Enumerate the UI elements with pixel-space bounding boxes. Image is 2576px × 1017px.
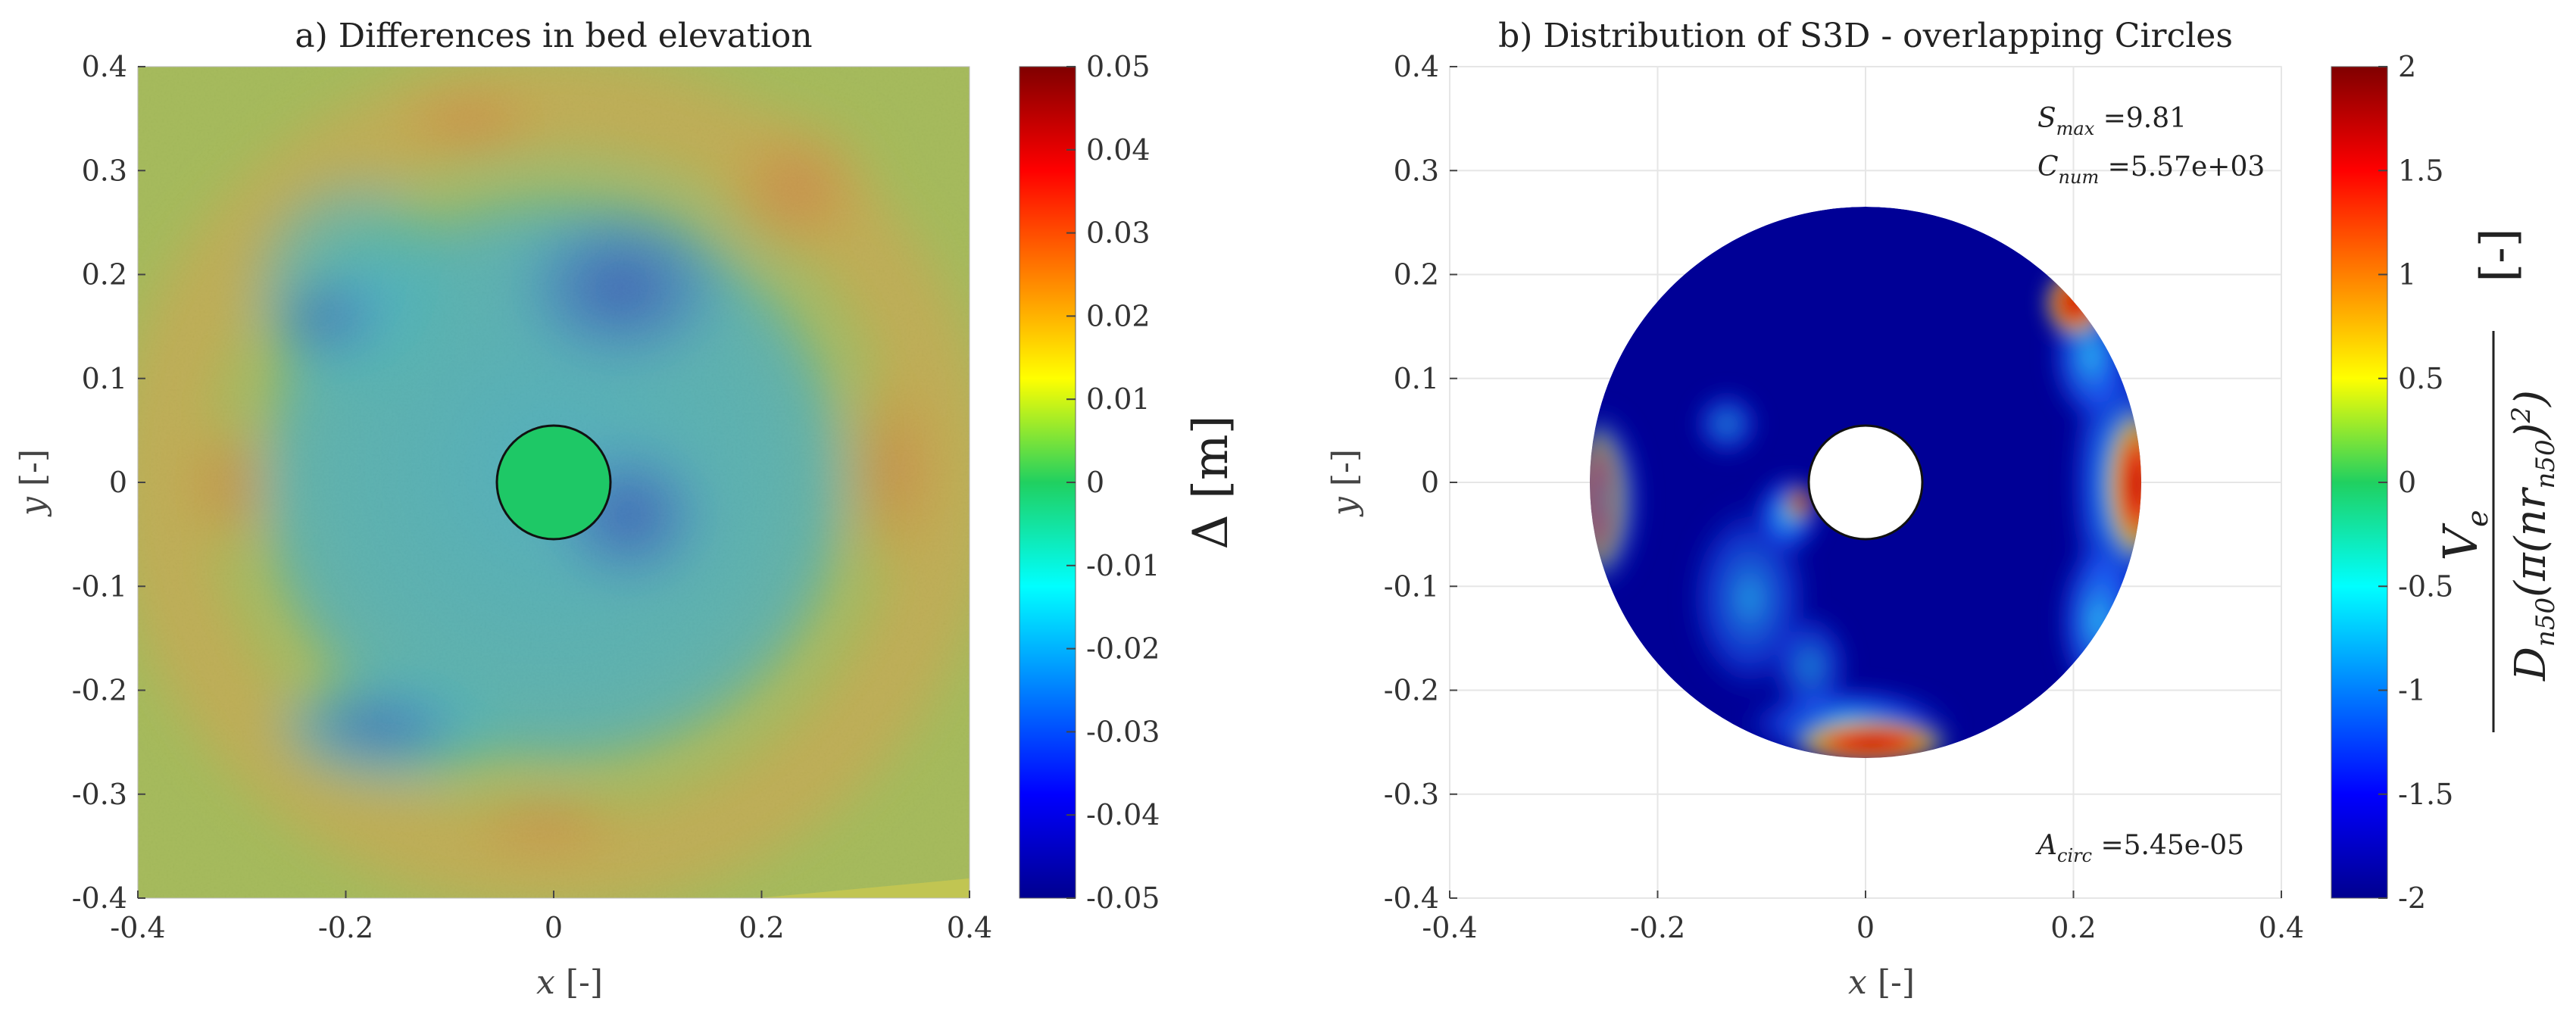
y-tick-label: 0.3 [1394, 154, 1439, 187]
colorbar-tick-label: 0.01 [1086, 382, 1151, 416]
y-tick-label: 0.2 [1394, 258, 1439, 292]
annotation-smax: Smax =9.81 [2037, 103, 2187, 139]
colorbar-tick-label: 0.02 [1086, 299, 1151, 332]
panel-a-y-ticks: 0.4 0.3 0.2 0.1 0 -0.1 -0.2 -0.3 -0.4 [72, 50, 145, 915]
x-tick-label: 0.2 [2050, 911, 2096, 944]
y-tick-label: -0.4 [72, 881, 127, 915]
panel-b: b) Distribution of S3D - overlapping Cir… [1325, 17, 2561, 1002]
y-tick-label: 0.1 [1394, 362, 1439, 395]
y-tick-label: -0.3 [1384, 778, 1439, 811]
panel-b-title: b) Distribution of S3D - overlapping Cir… [1498, 17, 2233, 55]
colorbar-tick-label: -1.5 [2398, 778, 2453, 811]
colorbar-tick-label: 0.04 [1086, 133, 1151, 167]
x-tick-label: -0.2 [318, 911, 373, 944]
svg-text:[-]: [-] [2471, 228, 2527, 282]
y-tick-label: -0.2 [1384, 674, 1439, 707]
colorbar-tick-label: -0.03 [1086, 715, 1160, 748]
annotation-acirc: Acirc =5.45e-05 [2035, 830, 2244, 866]
panel-b-colorbar-ticks: 2 1.5 1 0.5 0 -0.5 -1 -1.5 -2 [2378, 50, 2453, 915]
colorbar-tick-label: 2 [2398, 50, 2416, 83]
y-tick-label: 0.4 [82, 50, 127, 83]
colorbar-tick-label: 0.03 [1086, 217, 1151, 250]
y-tick-label: -0.1 [72, 569, 127, 603]
y-tick-label: 0.3 [82, 154, 127, 187]
colorbar-tick-label: 0.5 [2398, 362, 2443, 395]
colorbar-tick-label: 0 [2398, 466, 2416, 499]
panel-a-colorbar [1019, 67, 1076, 898]
colorbar-tick-label: -2 [2398, 881, 2426, 915]
colorbar-tick-label: -0.5 [2398, 569, 2453, 603]
panel-b-y-label: y [-] [1325, 449, 1364, 517]
y-tick-label: 0 [1421, 466, 1439, 499]
colorbar-tick-label: -0.01 [1086, 549, 1160, 582]
panel-a-colorbar-label: Δ [m] [1183, 415, 1239, 549]
x-tick-label: 0 [545, 911, 563, 944]
y-tick-label: 0.1 [82, 362, 127, 395]
y-tick-label: 0.4 [1394, 50, 1439, 83]
panel-a-y-label: y [-] [14, 449, 52, 517]
panel-a: a) Differences in bed elevation [14, 17, 1239, 1002]
colorbar-tick-label: -1 [2398, 674, 2426, 707]
panel-b-colorbar [2331, 67, 2387, 898]
y-tick-label: -0.4 [1384, 881, 1439, 915]
panel-a-colorbar-ticks: 0.05 0.04 0.03 0.02 0.01 0 -0.01 -0.02 -0.03 -0.0… [1066, 50, 1160, 915]
colorbar-tick-label: -0.04 [1086, 798, 1160, 831]
x-tick-label: 0.4 [947, 911, 992, 944]
y-tick-label: -0.3 [72, 778, 127, 811]
annotation-cnum: Cnum =5.57e+03 [2037, 151, 2265, 188]
panel-b-x-label: x [-] [1848, 963, 1915, 1002]
panel-b-pile [1807, 424, 1924, 541]
colorbar-tick-label: -0.05 [1086, 881, 1160, 915]
colorbar-tick-label: 1.5 [2398, 154, 2443, 187]
panel-b-y-ticks: 0.4 0.3 0.2 0.1 0 -0.1 -0.2 -0.3 -0.4 [1384, 50, 1457, 915]
y-tick-label: -0.2 [72, 674, 127, 707]
svg-text:Ve: Ve [2433, 510, 2494, 560]
colorbar-tick-label: 0.05 [1086, 50, 1151, 83]
x-tick-label: 0.2 [738, 911, 784, 944]
panel-a-x-label: x [-] [536, 963, 603, 1002]
y-tick-label: -0.1 [1384, 569, 1439, 603]
x-tick-label: -0.4 [1422, 911, 1477, 944]
y-tick-label: 0 [109, 466, 127, 499]
x-tick-label: -0.4 [110, 911, 165, 944]
colorbar-tick-label: 0 [1086, 466, 1104, 499]
panel-b-x-ticks: -0.4 -0.2 0 0.2 0.4 [1422, 891, 2304, 944]
colorbar-tick-label: -0.02 [1086, 632, 1160, 666]
panel-a-pile [495, 424, 612, 541]
panel-a-title: a) Differences in bed elevation [295, 17, 812, 55]
colorbar-tick-label: 1 [2398, 258, 2416, 292]
panel-a-x-ticks: -0.4 -0.2 0 0.2 0.4 [110, 891, 992, 944]
panel-b-colorbar-label: Ve Dn50(π(nrn50)2) [-] [2433, 228, 2561, 732]
x-tick-label: -0.2 [1630, 911, 1685, 944]
x-tick-label: 0 [1856, 911, 1875, 944]
x-tick-label: 0.4 [2259, 911, 2304, 944]
y-tick-label: 0.2 [82, 258, 127, 292]
svg-text:Dn50(π(nrn50)2): Dn50(π(nrn50)2) [2506, 390, 2561, 682]
